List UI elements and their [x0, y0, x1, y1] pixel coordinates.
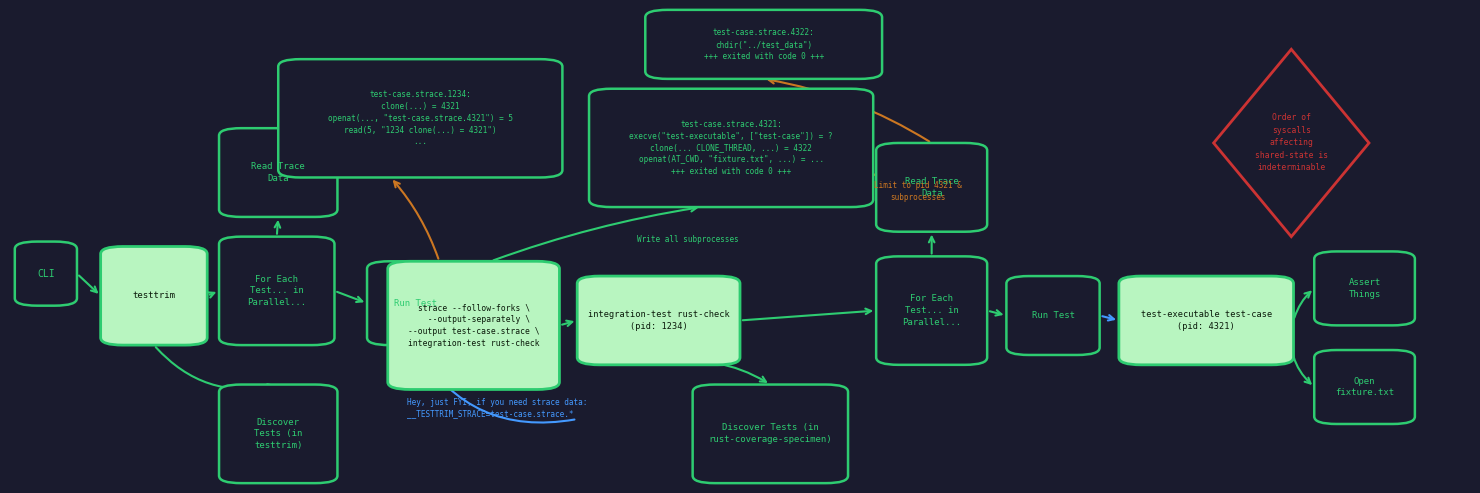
- Text: Assert
Things: Assert Things: [1348, 278, 1381, 299]
- FancyBboxPatch shape: [15, 242, 77, 306]
- FancyBboxPatch shape: [101, 246, 207, 345]
- Text: For Each
Test... in
Parallel...: For Each Test... in Parallel...: [903, 294, 961, 327]
- FancyBboxPatch shape: [876, 143, 987, 232]
- Text: integration-test rust-check
(pid: 1234): integration-test rust-check (pid: 1234): [588, 310, 730, 331]
- FancyBboxPatch shape: [219, 128, 337, 217]
- FancyBboxPatch shape: [388, 261, 559, 389]
- Text: Order of
syscalls
affecting
shared-state is
indeterminable: Order of syscalls affecting shared-state…: [1255, 113, 1328, 173]
- Text: Read Trace
Data: Read Trace Data: [904, 177, 959, 198]
- Text: Discover
Tests (in
testtrim): Discover Tests (in testtrim): [255, 418, 302, 450]
- Text: Run Test: Run Test: [394, 299, 437, 308]
- FancyBboxPatch shape: [1006, 276, 1100, 355]
- Text: test-case.strace.4322:
chdir("../test_data")
+++ exited with code 0 +++: test-case.strace.4322: chdir("../test_da…: [703, 28, 824, 61]
- FancyBboxPatch shape: [693, 385, 848, 483]
- Text: strace --follow-forks \
  --output-separately \
--output test-case.strace \
inte: strace --follow-forks \ --output-separat…: [408, 303, 539, 348]
- Text: testtrim: testtrim: [132, 291, 176, 300]
- Text: Read Trace
Data: Read Trace Data: [252, 162, 305, 183]
- FancyBboxPatch shape: [219, 237, 334, 345]
- FancyBboxPatch shape: [219, 385, 337, 483]
- FancyBboxPatch shape: [278, 59, 562, 177]
- FancyBboxPatch shape: [577, 276, 740, 365]
- Text: Discover Tests (in
rust-coverage-specimen): Discover Tests (in rust-coverage-specime…: [709, 423, 832, 444]
- FancyBboxPatch shape: [1119, 276, 1294, 365]
- Text: test-executable test-case
(pid: 4321): test-executable test-case (pid: 4321): [1141, 310, 1271, 331]
- Polygon shape: [1214, 49, 1369, 237]
- Text: test-case.strace.4321:
execve("test-executable", ["test-case"]) = ?
clone(... CL: test-case.strace.4321: execve("test-exec…: [629, 120, 833, 176]
- Text: CLI: CLI: [37, 269, 55, 279]
- FancyBboxPatch shape: [645, 10, 882, 79]
- Text: Run Test: Run Test: [1032, 311, 1074, 320]
- FancyBboxPatch shape: [1314, 251, 1415, 325]
- Text: test-case.strace.1234:
clone(...) = 4321
openat(..., "test-case.strace.4321") = : test-case.strace.1234: clone(...) = 4321…: [329, 90, 514, 146]
- Text: For Each
Test... in
Parallel...: For Each Test... in Parallel...: [247, 275, 306, 307]
- Text: Open
fixture.txt: Open fixture.txt: [1335, 377, 1394, 397]
- FancyBboxPatch shape: [367, 261, 463, 345]
- Text: Hey, just FYI, if you need strace data:
__TESTTRIM_STRACE=test-case.strace.*: Hey, just FYI, if you need strace data: …: [407, 398, 588, 419]
- FancyBboxPatch shape: [876, 256, 987, 365]
- Text: Limit to pid 4321 &
subprocesses: Limit to pid 4321 & subprocesses: [873, 181, 962, 202]
- FancyBboxPatch shape: [1314, 350, 1415, 424]
- FancyBboxPatch shape: [589, 89, 873, 207]
- Text: Write all subprocesses: Write all subprocesses: [638, 235, 739, 244]
